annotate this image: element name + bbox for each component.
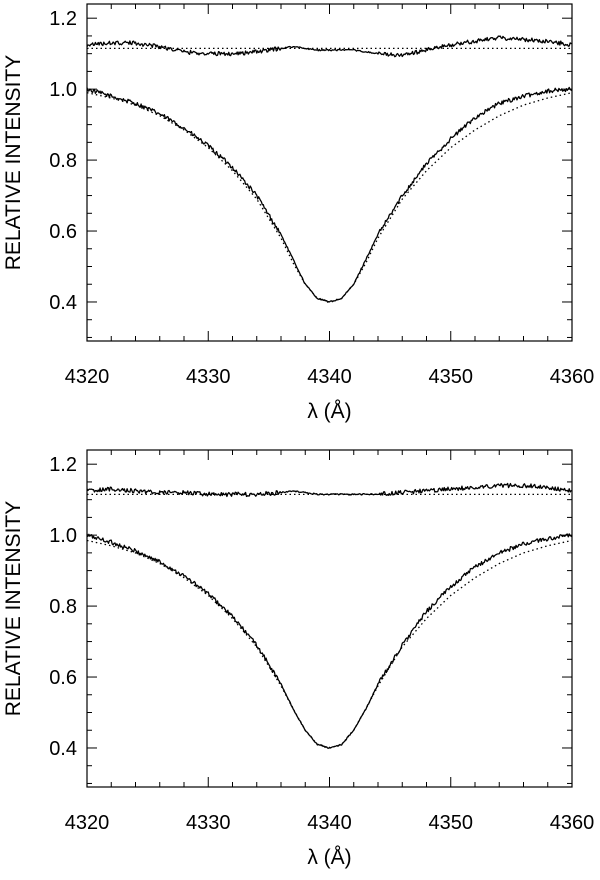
y-tick-label: 1.2: [49, 8, 77, 30]
x-tick-label: 4360: [550, 366, 595, 388]
x-tick-label: 4330: [186, 812, 231, 834]
y-tick-label: 0.6: [49, 667, 77, 689]
series-line-observed: [86, 35, 573, 58]
chart-panel-1: 4320 4330 4340 4350 4360 0.4 0.6 0.8 1.0 1.2 λ (Å)…: [2, 3, 595, 423]
series-line-model: [86, 92, 573, 303]
y-tick-label: 0.8: [49, 596, 77, 618]
chart-panel-2: 4320 4330 4340 4350 4360 0.4 0.6 0.8 1.0 1.2 λ (Å)…: [2, 449, 595, 869]
x-tick-label: 4320: [65, 366, 110, 388]
x-tick-label: 4320: [65, 812, 110, 834]
y-tick-label: 1.2: [49, 454, 77, 476]
x-tick-label: 4340: [307, 812, 352, 834]
y-axis-label: RELATIVE INTENSITY: [2, 55, 25, 271]
plot-frame: [86, 449, 573, 788]
x-tick-label: 4350: [429, 366, 474, 388]
x-tick-label: 4340: [307, 366, 352, 388]
y-tick-label: 1.0: [49, 525, 77, 547]
y-tick-label: 0.4: [49, 738, 77, 760]
x-tick-label: 4350: [429, 812, 474, 834]
x-axis-label: λ (Å): [307, 846, 351, 869]
series-line-observed: [86, 86, 573, 303]
y-tick-label: 0.6: [49, 221, 77, 243]
y-tick-label: 0.8: [49, 150, 77, 172]
x-tick-label: 4360: [550, 812, 595, 834]
series-line-model: [86, 539, 573, 749]
x-axis-label: λ (Å): [307, 400, 351, 423]
y-tick-label: 0.4: [49, 292, 77, 314]
y-axis-label: RELATIVE INTENSITY: [2, 501, 25, 717]
series-line-observed: [86, 533, 573, 749]
y-tick-label: 1.0: [49, 79, 77, 101]
series-line-observed: [86, 482, 573, 498]
plot-frame: [86, 3, 573, 342]
x-tick-label: 4330: [186, 366, 231, 388]
